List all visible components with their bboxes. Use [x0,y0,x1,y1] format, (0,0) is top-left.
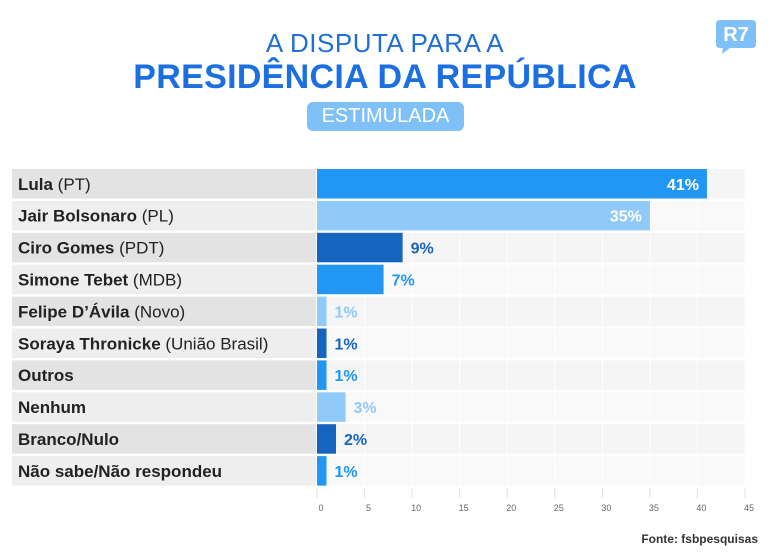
category-name: Ciro Gomes [18,239,114,258]
category-party: (PDT) [114,239,164,258]
category-label: Jair Bolsonaro (PL) [18,207,174,226]
category-party: (MDB) [128,270,182,289]
value-label: 9% [411,241,434,258]
title-line-1: A DISPUTA PARA A [265,28,505,58]
bar [317,328,327,358]
row-label-bg [12,328,316,358]
bar [317,424,337,454]
bar [317,200,650,231]
category-label: Simone Tebet (MDB) [18,270,182,289]
category-label: Soraya Thronicke (União Brasil) [18,334,268,353]
x-tick-label: 30 [601,503,611,513]
category-party: (Novo) [129,302,185,321]
category-party: (PL) [137,207,174,226]
bar [317,169,707,199]
bar [317,232,403,263]
row-label-bg [12,264,316,295]
category-name: Nenhum [18,398,86,417]
category-label: Felipe D’Ávila (Novo) [18,302,185,321]
category-party: (União Brasil) [161,334,269,353]
row-plot-bg [317,264,745,295]
row-label-bg [12,360,316,390]
row-label-bg [12,200,316,231]
r7-logo-text: R7 [723,24,749,46]
x-tick-label: 20 [506,503,516,513]
row-plot-bg [317,392,745,422]
value-label: 7% [392,272,415,289]
value-label: 1% [335,336,358,353]
value-label: 2% [344,432,367,449]
bar [317,264,384,295]
source-note: Fonte: fsbpesquisas [641,532,758,546]
row-label-bg [12,296,316,327]
row-plot-bg [317,424,745,454]
category-label: Ciro Gomes (PDT) [18,239,164,258]
x-tick-label: 35 [649,503,659,513]
row-plot-bg [317,296,745,327]
row-label-bg [12,392,316,422]
bar [317,392,346,422]
value-label: 35% [610,209,642,226]
value-label: 1% [335,304,358,321]
row-label-bg [12,232,316,263]
row-plot-bg [317,456,745,486]
x-tick-label: 15 [459,503,469,513]
x-tick-label: 10 [411,503,421,513]
title-line-2: PRESIDÊNCIA DA REPÚBLICA [133,58,637,96]
value-label: 3% [354,400,377,417]
category-name: Simone Tebet [18,270,129,289]
bar [317,296,327,327]
category-label: Lula (PT) [18,175,91,194]
category-label: Branco/Nulo [18,430,119,449]
x-tick-label: 45 [744,503,754,513]
row-plot-bg [317,360,745,390]
category-label: Outros [18,366,74,385]
value-label: 1% [335,464,358,481]
category-party: (PT) [53,175,91,194]
bar [317,360,327,390]
row-label-bg [12,169,316,199]
category-name: Não sabe/Não respondeu [18,462,222,481]
row-label-bg [12,424,316,454]
category-name: Felipe D’Ávila [18,302,130,321]
x-tick-label: 0 [318,503,323,513]
x-tick-label: 25 [554,503,564,513]
badge-estimulada: ESTIMULADA [307,102,464,131]
category-name: Jair Bolsonaro [18,207,137,226]
category-name: Lula [18,175,53,194]
r7-logo: R7 [716,20,756,54]
row-label-bg [12,456,316,486]
category-label: Nenhum [18,398,86,417]
value-label: 1% [335,368,358,385]
category-name: Soraya Thronicke [18,334,161,353]
x-tick-label: 5 [366,503,371,513]
value-label: 41% [667,177,699,194]
category-name: Branco/Nulo [18,430,119,449]
row-plot-bg [317,328,745,358]
category-label: Não sabe/Não respondeu [18,462,222,481]
x-tick-label: 40 [696,503,706,513]
category-name: Outros [18,366,74,385]
bar [317,456,327,486]
